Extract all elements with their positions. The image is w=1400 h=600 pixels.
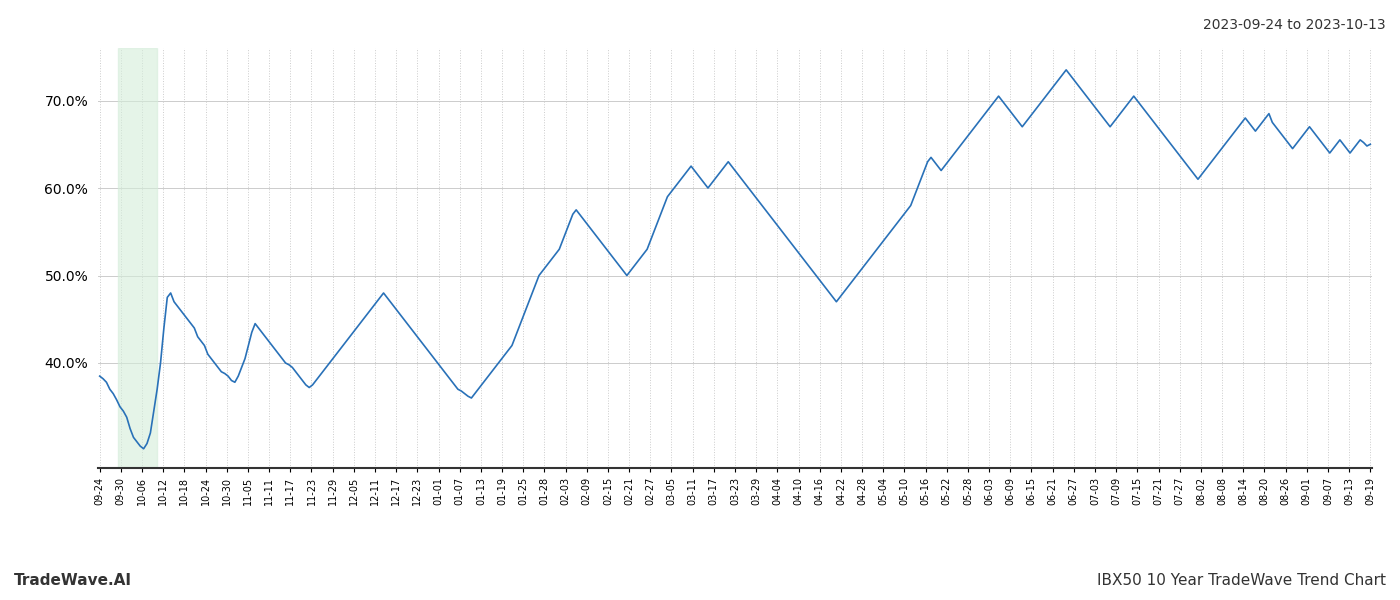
Text: 2023-09-24 to 2023-10-13: 2023-09-24 to 2023-10-13 <box>1204 18 1386 32</box>
Text: IBX50 10 Year TradeWave Trend Chart: IBX50 10 Year TradeWave Trend Chart <box>1098 573 1386 588</box>
Bar <box>118 48 157 468</box>
Text: TradeWave.AI: TradeWave.AI <box>14 573 132 588</box>
